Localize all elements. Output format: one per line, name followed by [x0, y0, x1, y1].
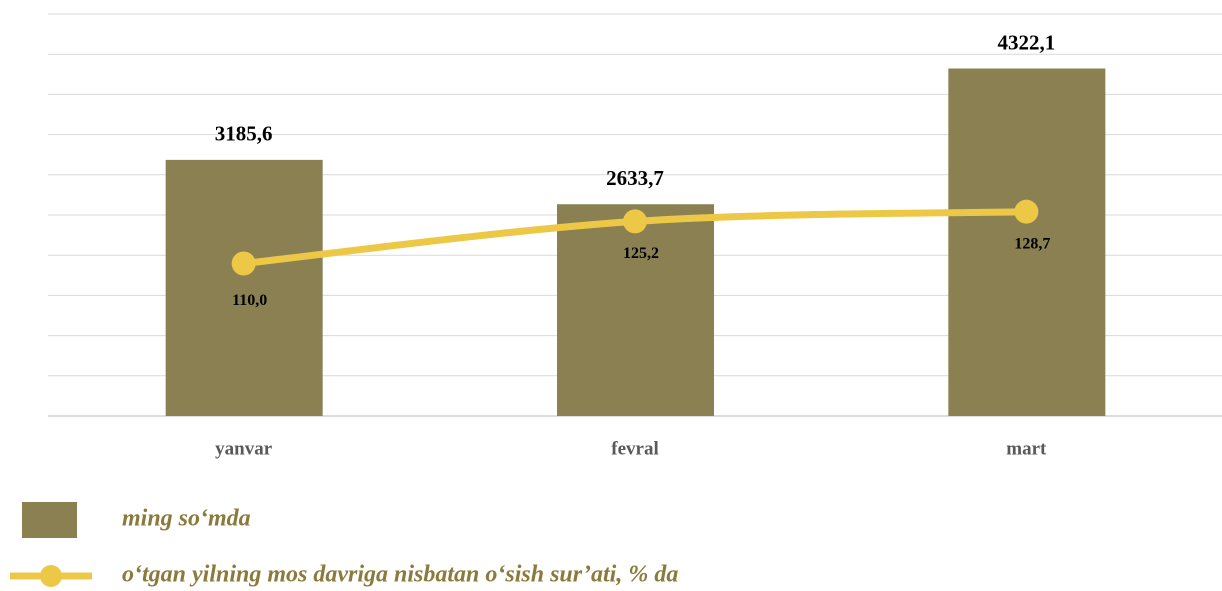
line-point [231, 251, 256, 276]
legend-swatch [22, 502, 77, 538]
line-point [1014, 199, 1039, 224]
x-tick-label: yanvar [215, 438, 273, 459]
legend-label: ming so‘mda [122, 506, 251, 532]
bar [557, 204, 714, 416]
bar-value-label: 4322,1 [997, 30, 1055, 54]
legend-label: o‘tgan yilning mos davriga nisbatan o‘si… [122, 562, 678, 588]
bar [165, 159, 323, 417]
bar [948, 68, 1106, 416]
bar-value-label: 2633,7 [606, 166, 664, 190]
x-tick-label: fevral [611, 438, 658, 459]
line-value-label: 125,2 [623, 245, 659, 262]
bar-value-label: 3185,6 [215, 122, 273, 146]
x-tick-label: mart [1006, 438, 1047, 459]
line-value-label: 128,7 [1014, 235, 1050, 252]
line-value-label: 110,0 [232, 292, 267, 309]
line-point [623, 209, 647, 234]
legend-swatch [40, 565, 62, 587]
